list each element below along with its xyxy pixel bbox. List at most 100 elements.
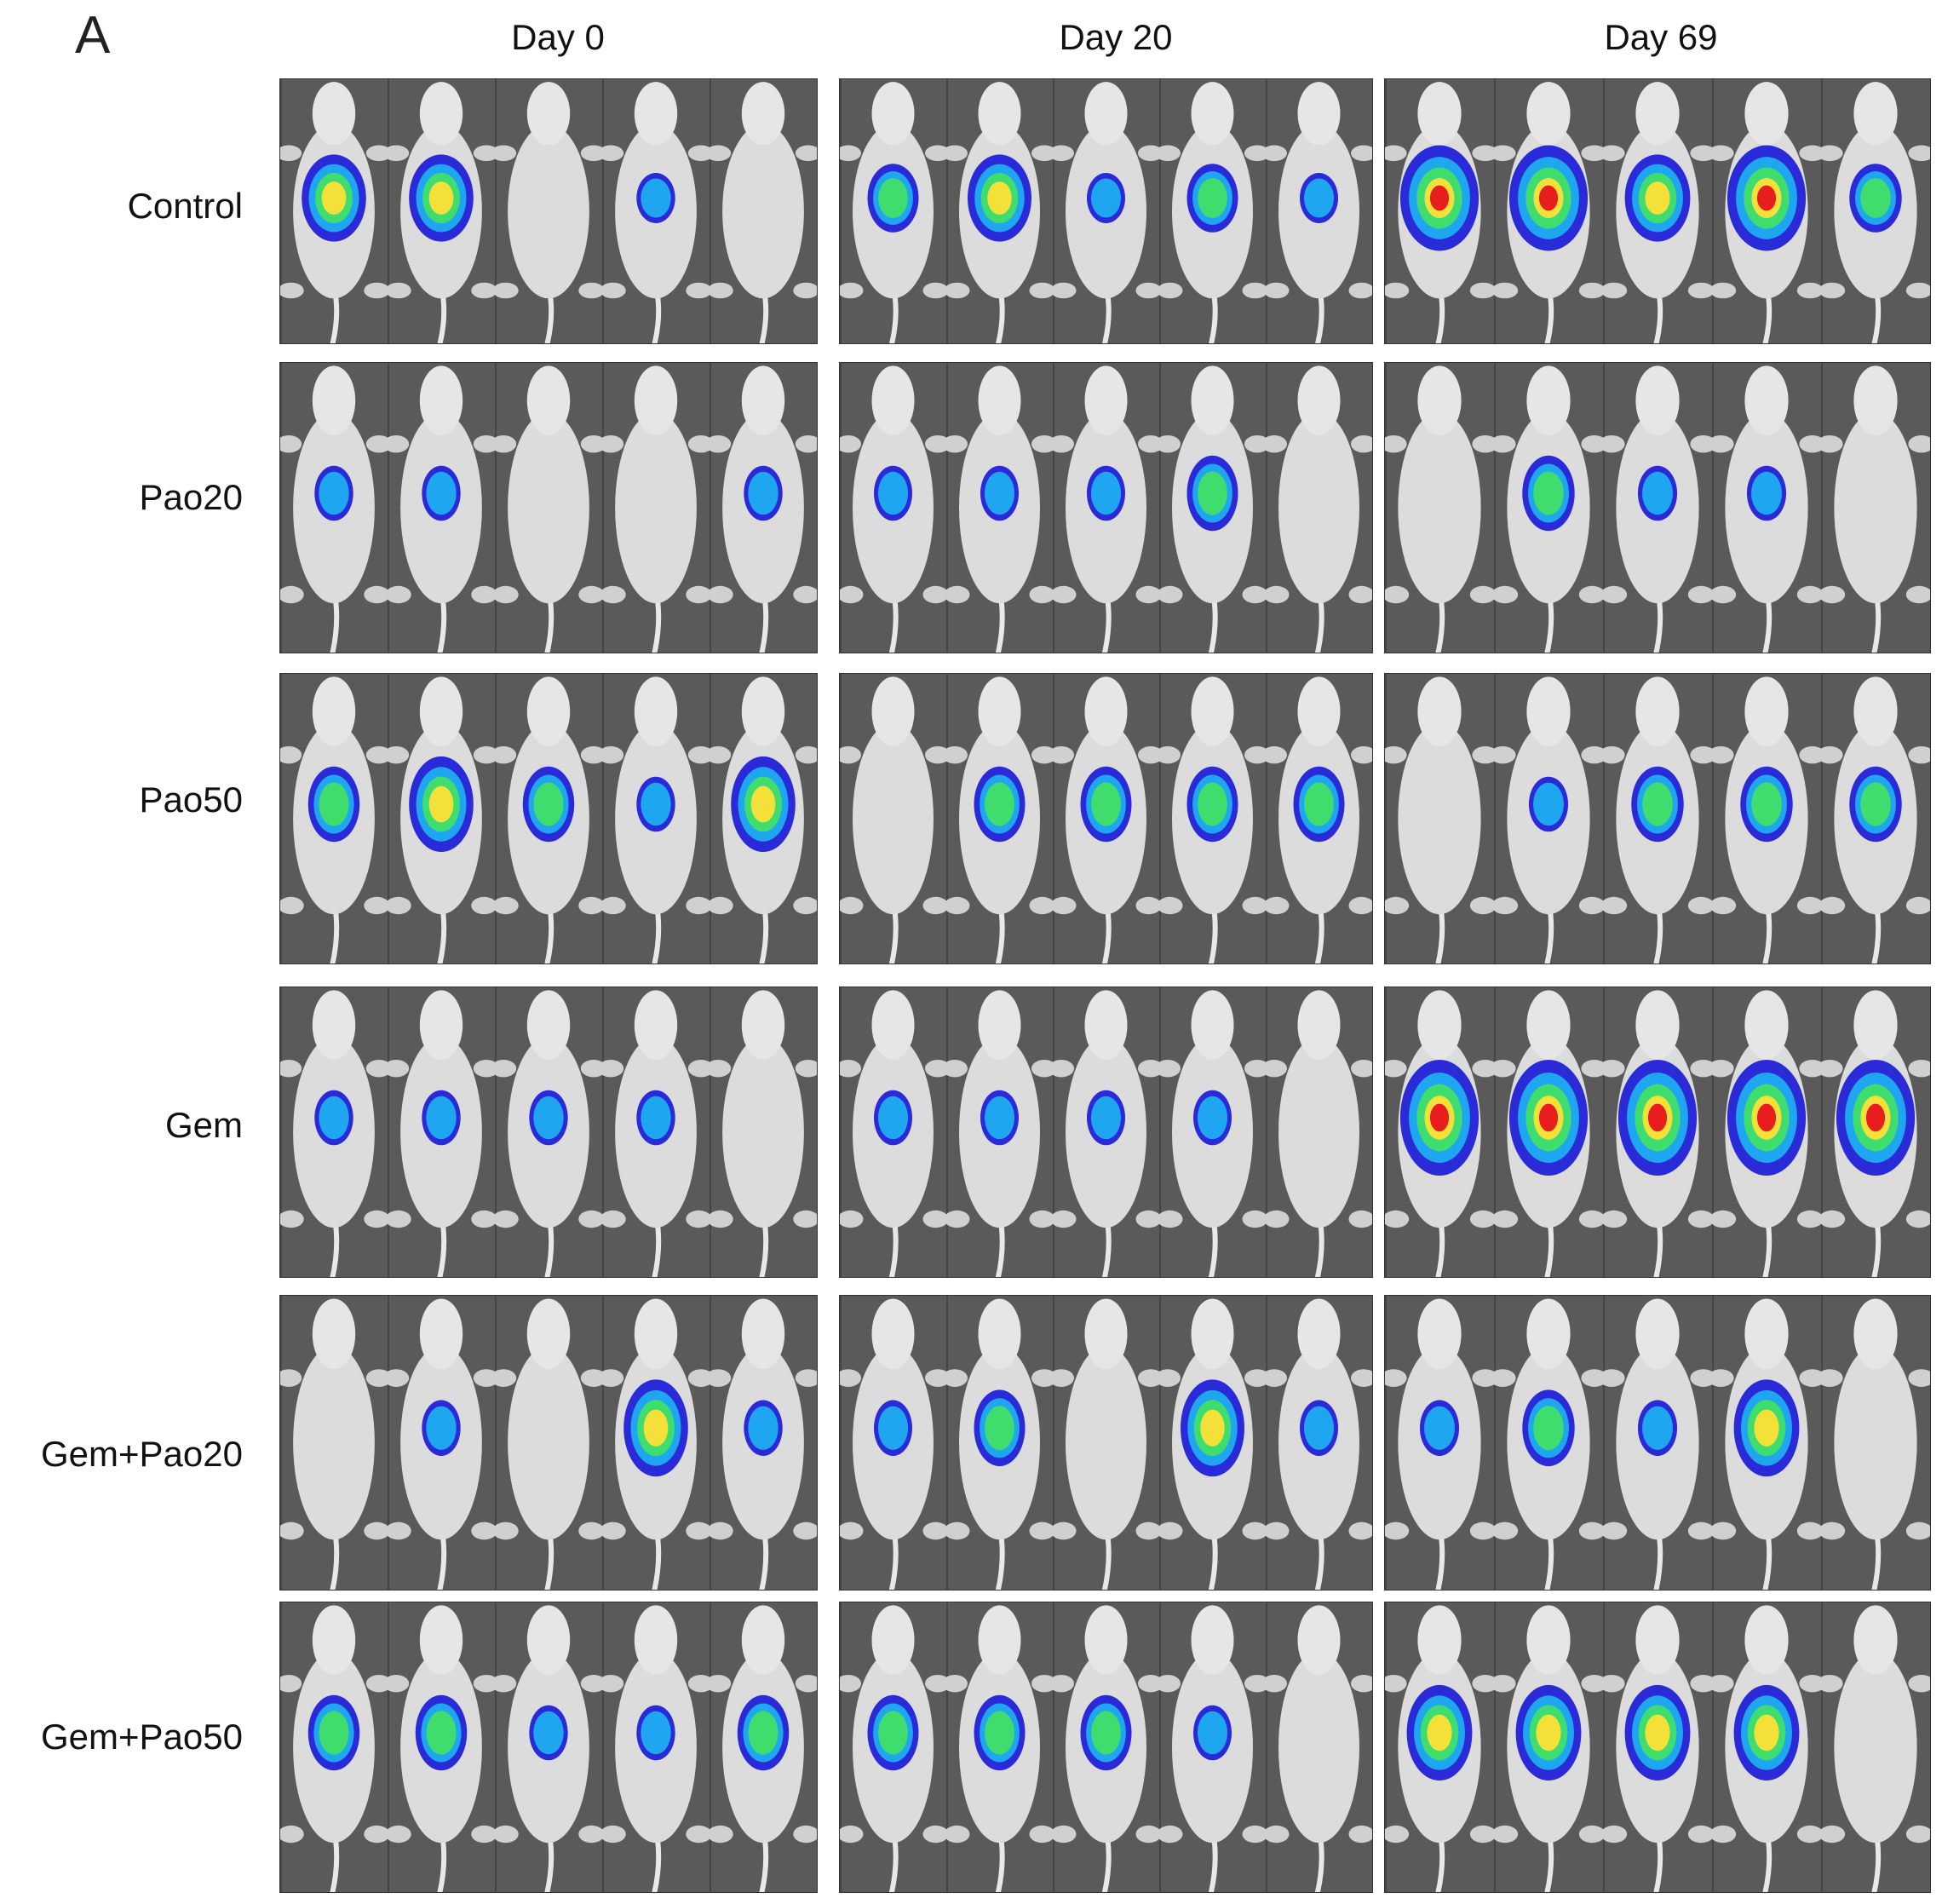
mouse-4 [1707,365,1826,653]
mouse-3 [1598,365,1717,653]
mouse-1 [280,82,393,343]
mouse-2 [942,676,1057,964]
mouse-5 [1816,1605,1930,1892]
panel-letter: A [75,6,111,65]
mouse-1 [280,365,393,653]
mouse-4 [1155,1298,1270,1590]
mouse-1 [1385,1298,1499,1590]
mouse-5 [1261,990,1372,1277]
row-label-pao20: Pao20 [139,477,243,517]
mouse-5 [1816,365,1930,653]
row-label-gem: Gem [164,1105,243,1145]
mouse-1 [1385,676,1499,964]
mouse-1 [840,365,951,653]
mouse-2 [382,82,500,343]
image-panel-pao50-day-69 [1384,673,1931,964]
mouse-4 [597,676,715,964]
mouse-3 [1049,82,1163,343]
mouse-2 [1489,1605,1608,1892]
mouse-5 [704,82,817,343]
mouse-3 [490,1298,607,1590]
column-header-day-69: Day 69 [1604,17,1718,57]
mouse-5 [704,990,817,1277]
mouse-5 [704,1298,817,1590]
mouse-4 [597,82,715,343]
mouse-4 [1155,365,1270,653]
mouse-5 [1261,1298,1372,1590]
mouse-4 [1155,990,1270,1277]
mouse-4 [1707,990,1826,1277]
mouse-3 [490,82,607,343]
mouse-2 [942,82,1057,343]
mouse-2 [382,990,500,1277]
mouse-4 [1707,82,1826,343]
mouse-5 [1816,1298,1930,1590]
mouse-4 [1707,676,1826,964]
column-header-day-0: Day 0 [511,17,605,57]
image-panel-gem-day-20 [839,987,1373,1278]
mouse-3 [490,990,607,1277]
mouse-1 [840,1298,951,1590]
mouse-3 [1598,1605,1717,1892]
mouse-2 [942,1298,1057,1590]
image-panel-pao20-day-20 [839,362,1373,653]
mouse-3 [490,1605,607,1892]
mouse-3 [1598,676,1717,964]
column-header-day-20: Day 20 [1059,17,1173,57]
image-panel-gem-day-69 [1384,987,1931,1278]
image-panel-gem-pao20-day-20 [839,1295,1373,1591]
row-label-control: Control [127,186,243,226]
row-label-pao50: Pao50 [139,779,243,820]
mouse-5 [1261,365,1372,653]
mouse-4 [1155,82,1270,343]
mouse-4 [597,1298,715,1590]
mouse-4 [597,990,715,1277]
mouse-2 [382,1605,500,1892]
mouse-5 [1261,676,1372,964]
mouse-5 [1816,82,1930,343]
mouse-3 [1049,365,1163,653]
row-label-gem-pao50: Gem+Pao50 [41,1717,243,1757]
image-panel-control-day-0 [279,78,818,344]
mouse-2 [942,1605,1057,1892]
mouse-1 [280,990,393,1277]
mouse-5 [1816,990,1930,1277]
mouse-5 [1261,82,1372,343]
image-panel-gem-day-0 [279,987,818,1278]
mouse-2 [1489,676,1608,964]
image-panel-gem-pao50-day-0 [279,1602,818,1893]
image-panel-gem-pao50-day-20 [839,1602,1373,1893]
mouse-1 [280,1605,393,1892]
mouse-3 [1598,1298,1717,1590]
mouse-2 [382,676,500,964]
mouse-3 [490,676,607,964]
mouse-2 [942,365,1057,653]
mouse-1 [1385,365,1499,653]
mouse-1 [1385,82,1499,343]
mouse-1 [1385,990,1499,1277]
mouse-5 [704,365,817,653]
mouse-1 [280,676,393,964]
mouse-3 [1049,676,1163,964]
mouse-2 [382,365,500,653]
mouse-2 [1489,1298,1608,1590]
mouse-1 [1385,1605,1499,1892]
mouse-5 [1816,676,1930,964]
image-panel-control-day-69 [1384,78,1931,344]
image-panel-control-day-20 [839,78,1373,344]
mouse-4 [1155,676,1270,964]
mouse-4 [1707,1605,1826,1892]
mouse-5 [1261,1605,1372,1892]
mouse-4 [597,1605,715,1892]
image-panel-gem-pao20-day-69 [1384,1295,1931,1591]
mouse-2 [1489,82,1608,343]
mouse-3 [490,365,607,653]
image-panel-pao50-day-0 [279,673,818,964]
mouse-1 [840,676,951,964]
mouse-3 [1598,82,1717,343]
mouse-2 [1489,990,1608,1277]
image-panel-gem-pao50-day-69 [1384,1602,1931,1893]
mouse-1 [840,990,951,1277]
mouse-3 [1049,1298,1163,1590]
mouse-4 [1155,1605,1270,1892]
